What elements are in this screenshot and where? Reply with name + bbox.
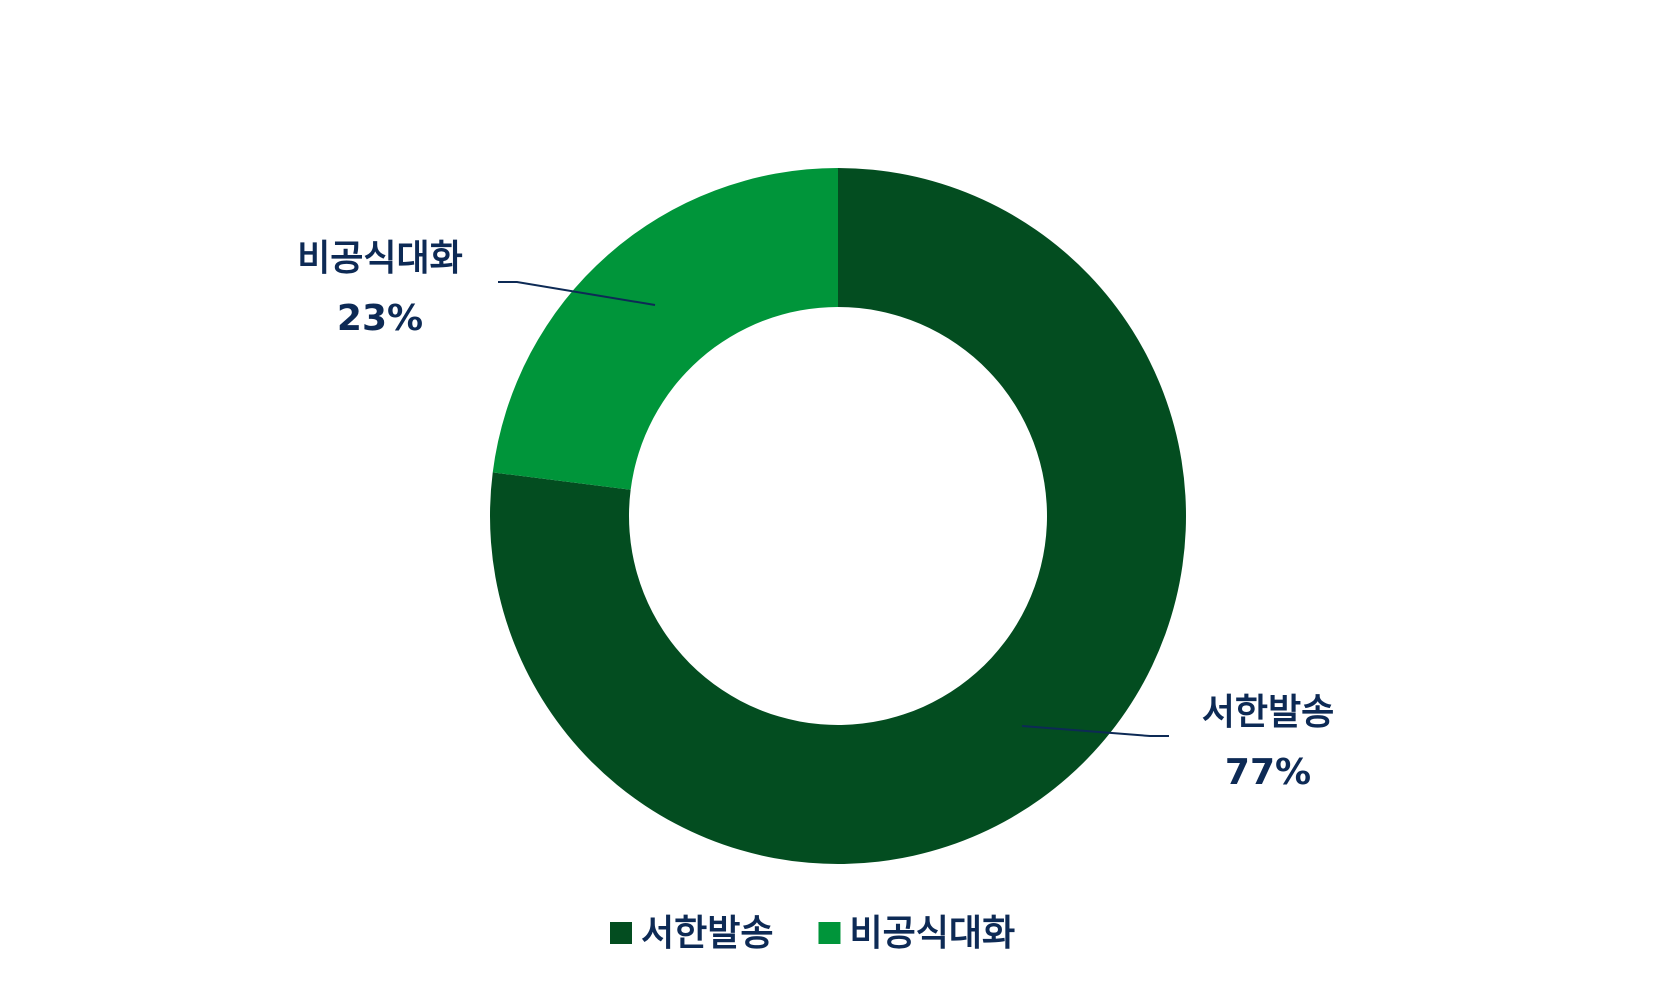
legend-label: 비공식대화 <box>849 913 1015 954</box>
data-label-category: 비공식대화 <box>297 238 463 279</box>
legend-swatch <box>818 922 841 944</box>
data-label-value: 23% <box>337 298 423 339</box>
legend-swatch <box>610 922 632 944</box>
leader-line <box>498 281 656 306</box>
leader-line <box>1021 725 1169 737</box>
slice <box>490 168 1187 864</box>
slice <box>492 168 838 490</box>
data-label-category: 서한발송 <box>1202 692 1334 733</box>
legend-label: 서한발송 <box>641 913 773 954</box>
data-label-value: 77% <box>1225 752 1311 793</box>
